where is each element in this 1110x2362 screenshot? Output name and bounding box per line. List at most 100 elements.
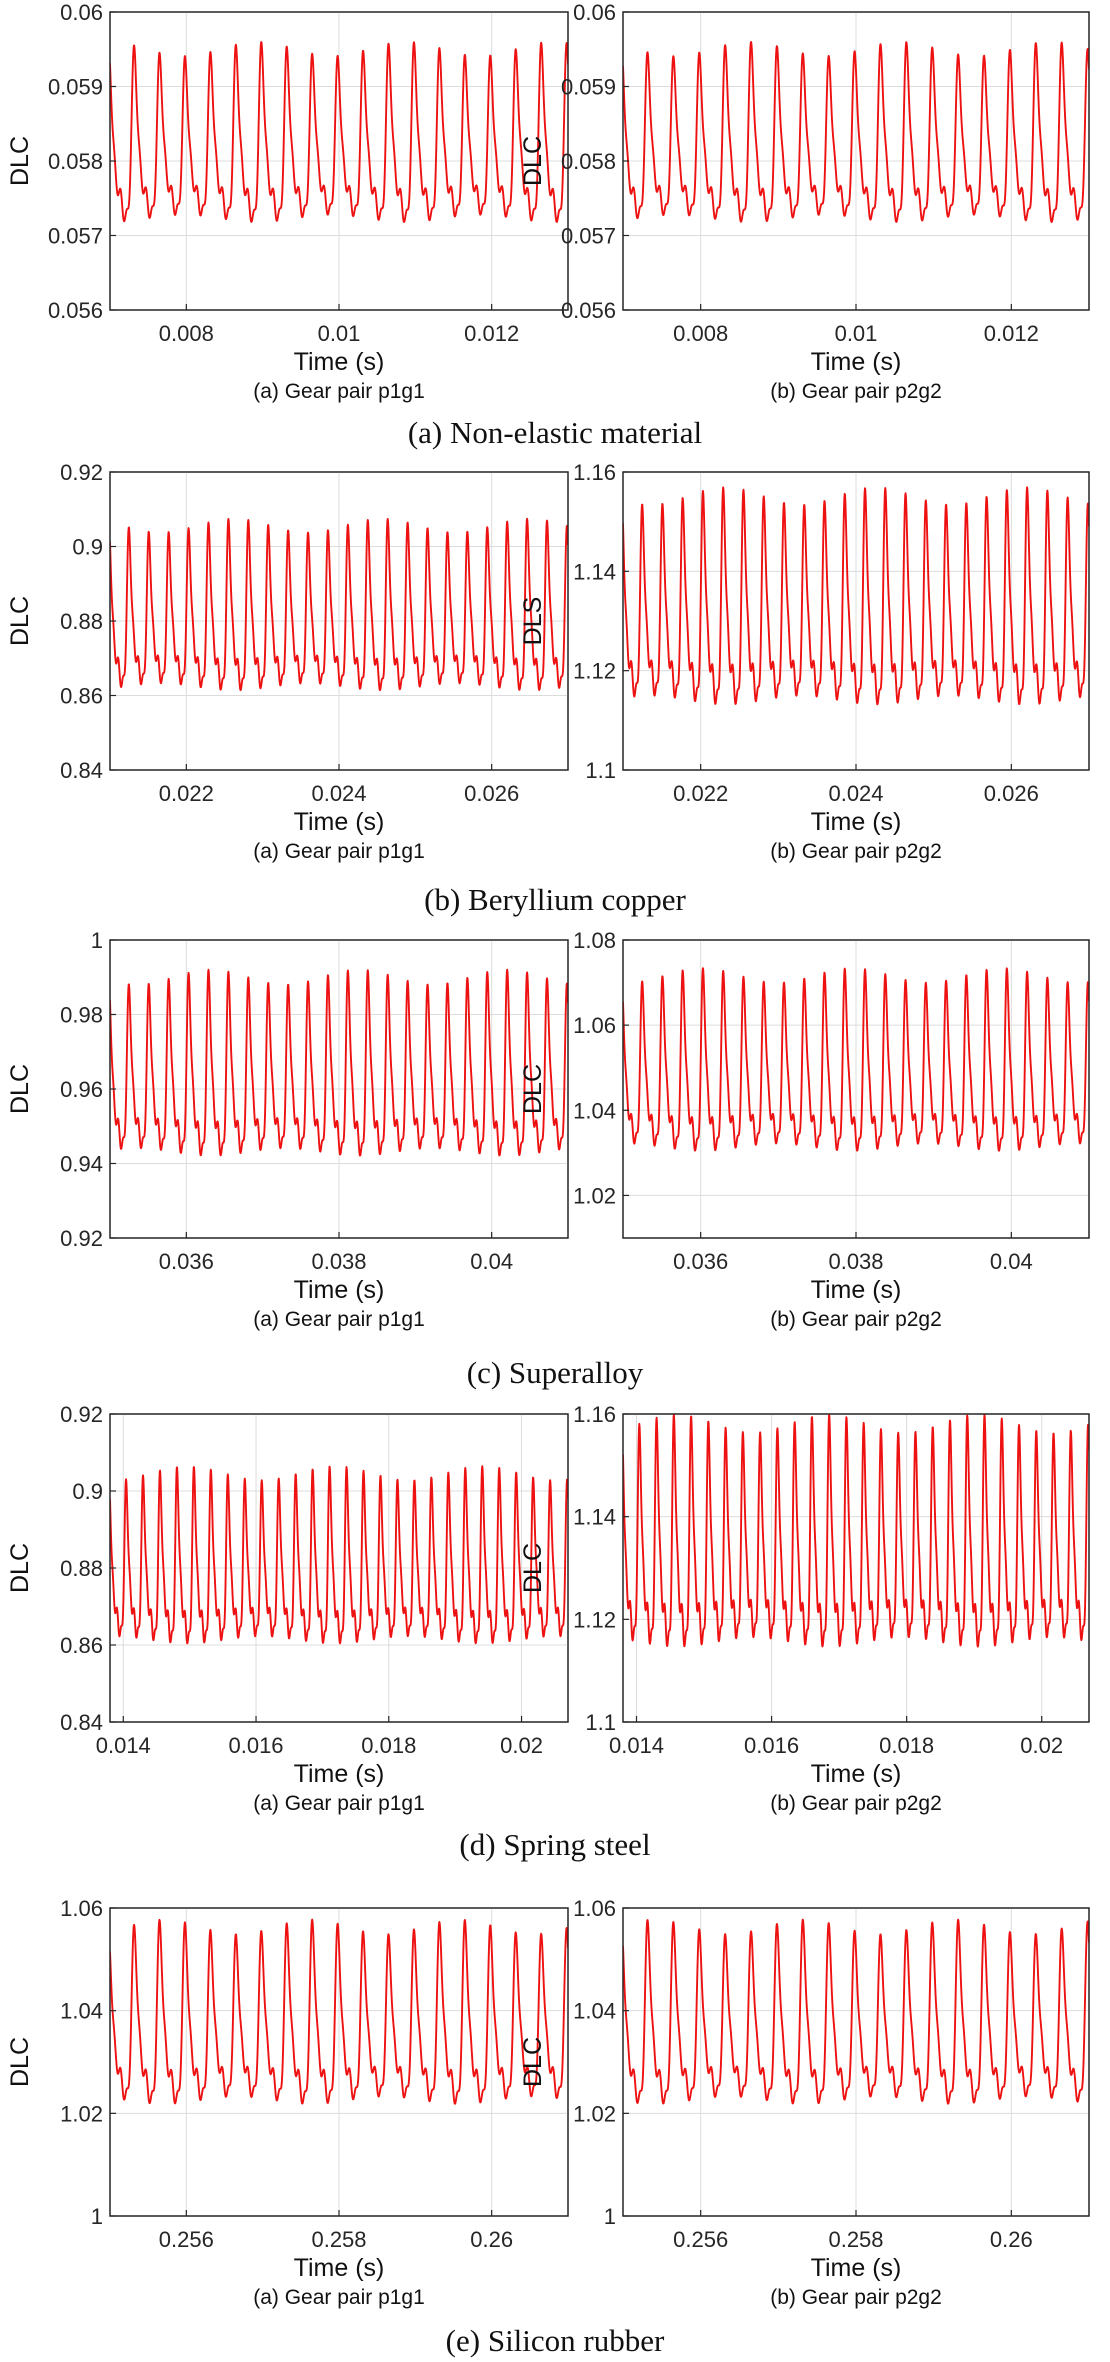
chart-1-p1g1-xlabel: Time (s)	[294, 348, 385, 376]
chart-4-p1g1-xtick-label-0: 0.014	[96, 1733, 151, 1758]
chart-2-p2g2	[622, 471, 1090, 771]
chart-5-p1g1-ytick-label-1: 1.02	[60, 2101, 103, 2126]
chart-1-p1g1-ytick-label-3: 0.059	[48, 75, 103, 100]
chart-4-p2g2-ytick-label-3: 1.16	[573, 1402, 616, 1427]
chart-3-p1g1-ytick-label-4: 1	[91, 928, 103, 953]
chart-3-p1g1-ytick-label-1: 0.94	[60, 1152, 103, 1177]
chart-4-p1g1-ytick-label-2: 0.88	[60, 1556, 103, 1581]
chart-1-p1g1-ytick-label-1: 0.057	[48, 224, 103, 249]
chart-4-p1g1-series-line	[110, 1465, 568, 1645]
chart-3-p1g1-xtick-label-0: 0.036	[159, 1249, 214, 1274]
chart-5-p2g2-xtick-label-2: 0.26	[990, 2227, 1033, 2252]
chart-4-p1g1-ytick-label-4: 0.92	[60, 1402, 103, 1427]
chart-2-p1g1-ytick-label-2: 0.88	[60, 609, 103, 634]
chart-5-p2g2-ylabel: DLC	[519, 2037, 547, 2087]
chart-3-p1g1-ylabel: DLC	[6, 1064, 34, 1114]
chart-4-p2g2-ytick-label-2: 1.14	[573, 1505, 616, 1530]
chart-3-p1g1-caption: (a) Gear pair p1g1	[253, 1308, 425, 1331]
chart-2-p2g2-ylabel: DLS	[519, 597, 547, 646]
chart-4-p1g1-xtick-label-3: 0.02	[500, 1733, 543, 1758]
chart-4-p2g2-caption: (b) Gear pair p2g2	[770, 1792, 942, 1815]
group-caption-4: (d) Spring steel	[459, 1827, 650, 1862]
chart-3-p2g2-xtick-label-1: 0.038	[828, 1249, 883, 1274]
chart-4-p1g1-ytick-label-0: 0.84	[60, 1710, 103, 1735]
chart-4-p1g1-xtick-label-2: 0.018	[361, 1733, 416, 1758]
chart-4-p2g2-plot-area	[622, 1413, 1090, 1723]
chart-3-p1g1-xlabel: Time (s)	[294, 1276, 385, 1304]
chart-1-p1g1-xtick-label-2: 0.012	[464, 321, 519, 346]
chart-1-p1g1-ytick-label-0: 0.056	[48, 298, 103, 323]
chart-4-p2g2	[622, 1413, 1090, 1723]
chart-4-p1g1-xlabel: Time (s)	[294, 1760, 385, 1788]
chart-5-p2g2-series-line	[623, 1918, 1089, 2105]
chart-1-p2g2-ytick-label-1: 0.057	[561, 224, 616, 249]
chart-1-p2g2-series-line	[623, 41, 1089, 223]
chart-3-p1g1-series-line	[110, 968, 568, 1157]
chart-5-p2g2-ytick-label-2: 1.04	[573, 1999, 616, 2024]
chart-1-p1g1-ytick-label-4: 0.06	[60, 0, 103, 25]
chart-1-p1g1-ytick-label-2: 0.058	[48, 149, 103, 174]
chart-1-p2g2-ylabel: DLC	[519, 136, 547, 186]
chart-2-p1g1-ytick-label-1: 0.86	[60, 684, 103, 709]
chart-1-p2g2-ytick-label-3: 0.059	[561, 75, 616, 100]
chart-5-p2g2-xlabel: Time (s)	[811, 2254, 902, 2282]
chart-3-p1g1-ytick-label-2: 0.96	[60, 1077, 103, 1102]
chart-4-p1g1	[109, 1413, 569, 1723]
group-caption-2: (b) Beryllium copper	[424, 882, 686, 917]
chart-1-p1g1	[109, 11, 569, 311]
chart-3-p1g1-xtick-label-2: 0.04	[470, 1249, 513, 1274]
chart-5-p1g1-xtick-label-2: 0.26	[470, 2227, 513, 2252]
chart-2-p1g1	[109, 471, 569, 771]
chart-2-p2g2-xtick-label-2: 0.026	[984, 781, 1039, 806]
chart-3-p2g2-ytick-label-0: 1.02	[573, 1183, 616, 1208]
chart-3-p2g2-ytick-label-2: 1.06	[573, 1013, 616, 1038]
chart-3-p2g2-ylabel: DLC	[519, 1064, 547, 1114]
chart-2-p1g1-caption: (a) Gear pair p1g1	[253, 840, 425, 863]
chart-3-p1g1	[109, 939, 569, 1239]
chart-4-p1g1-caption: (a) Gear pair p1g1	[253, 1792, 425, 1815]
chart-2-p2g2-xtick-label-1: 0.024	[828, 781, 883, 806]
chart-5-p2g2-ytick-label-1: 1.02	[573, 2101, 616, 2126]
chart-2-p2g2-ytick-label-0: 1.1	[585, 758, 616, 783]
chart-4-p2g2-ytick-label-1: 1.12	[573, 1607, 616, 1632]
chart-3-p1g1-ytick-label-0: 0.92	[60, 1226, 103, 1251]
chart-4-p1g1-ytick-label-3: 0.9	[72, 1479, 103, 1504]
chart-3-p2g2	[622, 939, 1090, 1239]
chart-4-p2g2-ylabel: DLC	[519, 1543, 547, 1593]
chart-2-p1g1-ytick-label-3: 0.9	[72, 535, 103, 560]
chart-5-p1g1	[109, 1907, 569, 2217]
chart-1-p1g1-series-line	[110, 41, 568, 223]
chart-5-p1g1-xtick-label-0: 0.256	[159, 2227, 214, 2252]
chart-4-p2g2-xtick-label-3: 0.02	[1020, 1733, 1063, 1758]
chart-5-p1g1-ytick-label-0: 1	[91, 2204, 103, 2229]
chart-4-p2g2-xtick-label-2: 0.018	[879, 1733, 934, 1758]
chart-1-p2g2-xtick-label-1: 0.01	[835, 321, 878, 346]
chart-1-p2g2-xtick-label-0: 0.008	[673, 321, 728, 346]
chart-3-p2g2-xtick-label-0: 0.036	[673, 1249, 728, 1274]
chart-4-p1g1-xtick-label-1: 0.016	[228, 1733, 283, 1758]
chart-5-p1g1-xtick-label-1: 0.258	[311, 2227, 366, 2252]
chart-3-p1g1-xtick-label-1: 0.038	[311, 1249, 366, 1274]
chart-5-p2g2-ytick-label-3: 1.06	[573, 1896, 616, 1921]
chart-1-p1g1-xtick-label-0: 0.008	[159, 321, 214, 346]
chart-1-p1g1-ylabel: DLC	[6, 136, 34, 186]
chart-1-p2g2-ytick-label-4: 0.06	[573, 0, 616, 25]
chart-3-p2g2-ytick-label-1: 1.04	[573, 1098, 616, 1123]
chart-2-p2g2-ytick-label-3: 1.16	[573, 460, 616, 485]
chart-2-p1g1-xtick-label-2: 0.026	[464, 781, 519, 806]
chart-5-p2g2	[622, 1907, 1090, 2217]
chart-1-p1g1-xtick-label-1: 0.01	[318, 321, 361, 346]
chart-3-p2g2-xlabel: Time (s)	[811, 1276, 902, 1304]
chart-3-p2g2-caption: (b) Gear pair p2g2	[770, 1308, 942, 1331]
chart-1-p2g2-ytick-label-2: 0.058	[561, 149, 616, 174]
chart-4-p2g2-xlabel: Time (s)	[811, 1760, 902, 1788]
chart-1-p1g1-caption: (a) Gear pair p1g1	[253, 380, 425, 403]
chart-5-p2g2-xtick-label-1: 0.258	[828, 2227, 883, 2252]
chart-2-p1g1-xlabel: Time (s)	[294, 808, 385, 836]
chart-3-p1g1-ytick-label-3: 0.98	[60, 1003, 103, 1028]
chart-5-p1g1-xlabel: Time (s)	[294, 2254, 385, 2282]
chart-4-p1g1-ylabel: DLC	[6, 1543, 34, 1593]
chart-2-p1g1-series-line	[110, 517, 568, 692]
group-caption-5: (e) Silicon rubber	[446, 2323, 665, 2358]
